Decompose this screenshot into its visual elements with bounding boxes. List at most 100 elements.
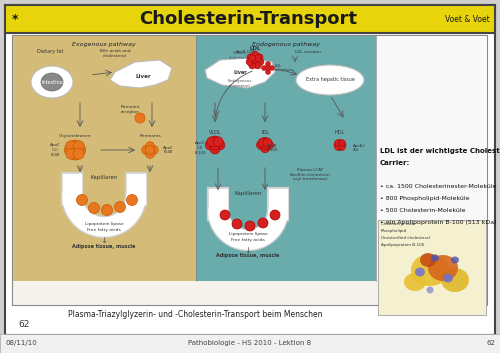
Text: • ein Apolipoprotein B-100 (513 kDa): • ein Apolipoprotein B-100 (513 kDa) (380, 220, 496, 225)
Bar (13, 36, 196, 281)
Text: VLDL: VLDL (208, 130, 222, 135)
Text: Intestino: Intestino (41, 79, 63, 84)
Text: Liver: Liver (233, 71, 247, 76)
Circle shape (247, 54, 254, 61)
Ellipse shape (41, 73, 63, 91)
Text: Liver: Liver (135, 73, 151, 78)
Circle shape (126, 195, 138, 205)
Bar (0, 334, 500, 353)
Circle shape (220, 210, 230, 220)
Circle shape (149, 145, 158, 155)
Text: Plasma LCAT
(lecithin-cholesterol
acyl transferase): Plasma LCAT (lecithin-cholesterol acyl t… (290, 168, 331, 181)
Circle shape (142, 145, 151, 155)
Ellipse shape (451, 257, 459, 263)
Ellipse shape (420, 253, 436, 267)
Text: ApoC
C-II
B-100: ApoC C-II B-100 (194, 142, 206, 155)
Circle shape (210, 136, 220, 146)
Text: • ca. 1500 Cholesterinester-Moleküle: • ca. 1500 Cholesterinester-Moleküle (380, 184, 496, 189)
Text: *: * (12, 12, 18, 25)
Text: ApoB-100: ApoB-100 (236, 50, 255, 54)
Circle shape (146, 142, 154, 151)
Text: 08/11/10: 08/11/10 (5, 340, 37, 346)
Text: Extra hepatic tissue: Extra hepatic tissue (306, 78, 354, 83)
Circle shape (73, 141, 84, 152)
Circle shape (254, 62, 261, 69)
Text: Remnant
receptor: Remnant receptor (120, 105, 140, 114)
Text: LDL ist der wichtigste Cholesterin-: LDL ist der wichtigste Cholesterin- (380, 148, 500, 154)
FancyBboxPatch shape (5, 5, 495, 335)
Text: Lipoprotein lipase: Lipoprotein lipase (228, 232, 268, 236)
Circle shape (213, 137, 223, 147)
Circle shape (339, 144, 345, 150)
Circle shape (334, 140, 341, 146)
Circle shape (146, 149, 154, 158)
Circle shape (260, 140, 270, 150)
Ellipse shape (411, 254, 449, 286)
Text: Phospholipid: Phospholipid (381, 229, 407, 233)
Circle shape (215, 140, 225, 150)
Text: ↓: ↓ (100, 236, 107, 245)
Circle shape (266, 61, 270, 66)
Ellipse shape (426, 287, 434, 293)
Text: Cholesteryl ester: Cholesteryl ester (381, 222, 416, 226)
Bar (5, 5, 495, 33)
Circle shape (232, 219, 242, 229)
Text: Bile acids and
cholesterol: Bile acids and cholesterol (100, 49, 130, 58)
Text: Exogenous pathway: Exogenous pathway (72, 42, 136, 47)
Circle shape (337, 144, 343, 150)
Circle shape (260, 144, 270, 153)
Text: HDL: HDL (335, 130, 345, 135)
Circle shape (266, 70, 270, 74)
Polygon shape (110, 60, 172, 88)
Circle shape (66, 148, 77, 159)
Circle shape (102, 204, 112, 215)
Ellipse shape (404, 273, 426, 291)
Circle shape (266, 66, 270, 71)
Text: LDL
receptors: LDL receptors (275, 64, 293, 72)
Circle shape (70, 140, 80, 151)
Text: Dietary
cholesterol: Dietary cholesterol (229, 52, 251, 60)
Text: Free fatty acids: Free fatty acids (231, 238, 265, 242)
Circle shape (135, 113, 145, 123)
Text: Pathobiologie - HS 2010 - Lektion 8: Pathobiologie - HS 2010 - Lektion 8 (188, 340, 312, 346)
Text: Kapillaren: Kapillaren (90, 175, 118, 180)
Circle shape (254, 55, 261, 62)
Circle shape (260, 137, 270, 146)
Bar (12, 35, 487, 305)
Circle shape (270, 210, 280, 220)
Text: Apolipoprotein B-100: Apolipoprotein B-100 (381, 243, 424, 247)
Text: ApoC
C-II
B-48: ApoC C-II B-48 (50, 143, 60, 157)
Text: LDL receptor: LDL receptor (295, 50, 321, 54)
Text: Remnants: Remnants (139, 134, 161, 138)
Text: LDL: LDL (249, 46, 261, 51)
Circle shape (246, 58, 253, 65)
Text: 62: 62 (486, 340, 495, 346)
Text: • 800 Phospholipid-Moleküle: • 800 Phospholipid-Moleküle (380, 196, 470, 201)
Circle shape (75, 144, 86, 156)
Circle shape (252, 51, 258, 58)
Text: • 500 Cholesterin-Moleküle: • 500 Cholesterin-Moleküle (380, 208, 466, 213)
Circle shape (258, 218, 268, 228)
Text: Endogenous pathway: Endogenous pathway (252, 42, 320, 47)
Circle shape (146, 145, 154, 155)
Polygon shape (205, 58, 275, 88)
Circle shape (64, 144, 75, 156)
Circle shape (256, 140, 266, 150)
Circle shape (76, 195, 88, 205)
Text: IDL: IDL (261, 130, 269, 135)
Circle shape (207, 137, 217, 147)
Text: Adipose tissue, muscle: Adipose tissue, muscle (72, 244, 136, 249)
Ellipse shape (296, 65, 364, 95)
Text: Kapillaren: Kapillaren (234, 191, 262, 196)
Circle shape (245, 221, 255, 231)
Circle shape (210, 140, 220, 150)
Text: Carrier:: Carrier: (380, 160, 410, 166)
Text: 62: 62 (18, 320, 30, 329)
Text: ApoA-I
A-II: ApoA-I A-II (353, 144, 366, 152)
Circle shape (264, 140, 274, 150)
Circle shape (70, 149, 80, 160)
Text: Lipoprotein lipase: Lipoprotein lipase (84, 222, 124, 226)
Ellipse shape (431, 255, 439, 262)
Circle shape (257, 58, 264, 65)
Ellipse shape (443, 274, 453, 282)
